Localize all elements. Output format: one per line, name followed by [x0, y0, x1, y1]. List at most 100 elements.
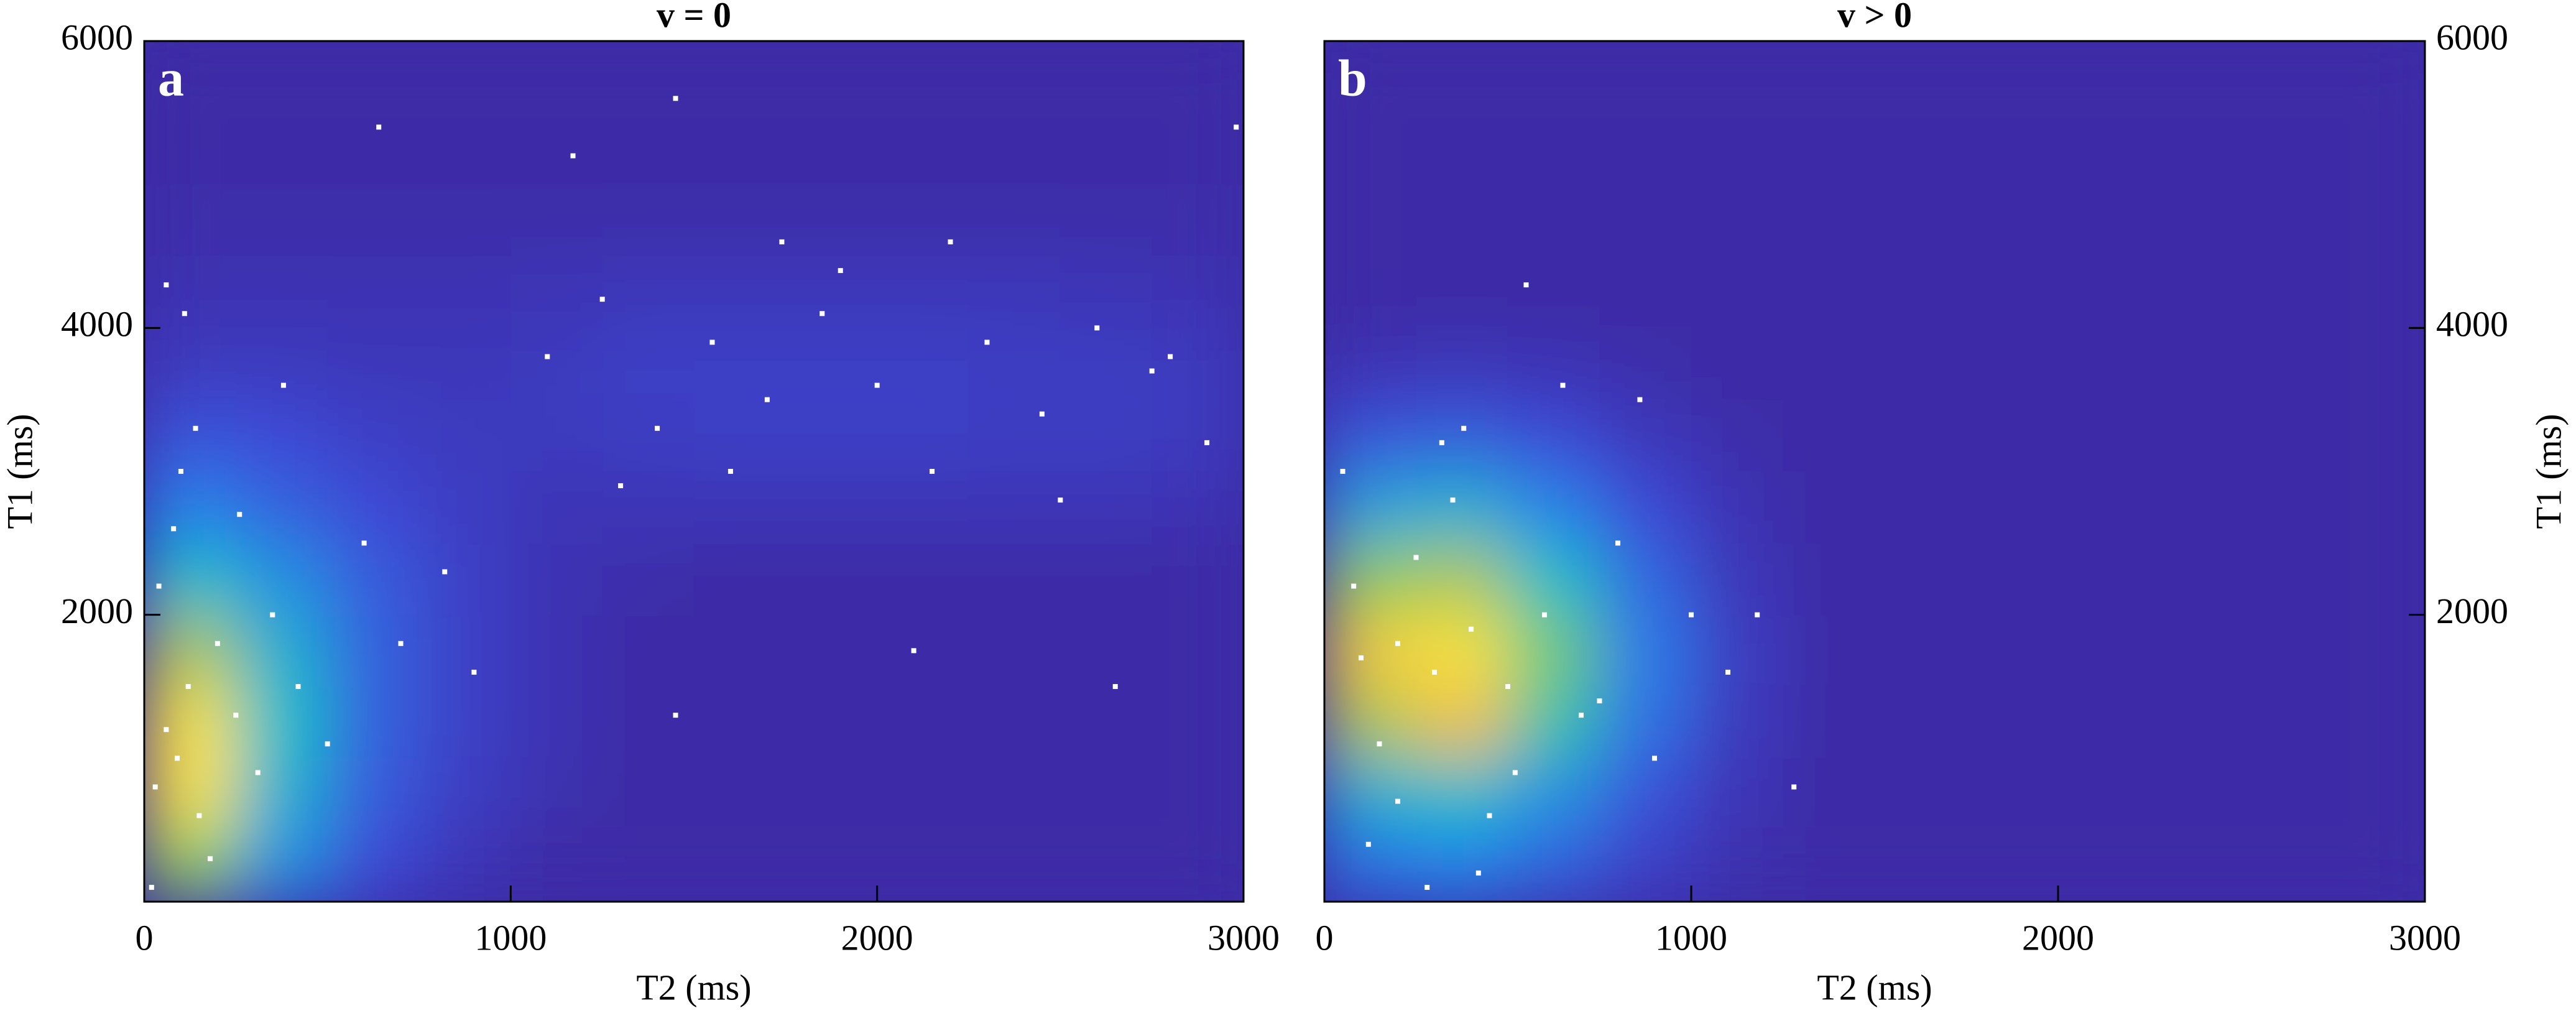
- density-cell: [1875, 687, 1967, 759]
- density-cell: [1875, 256, 1967, 328]
- density-cell: [1875, 41, 1967, 113]
- point: [1340, 469, 1346, 474]
- density-cell: [1966, 543, 2059, 616]
- density-cell: [1416, 256, 1508, 328]
- density-cell: [602, 256, 695, 328]
- point: [930, 469, 935, 474]
- density-cell: [144, 614, 236, 687]
- point: [673, 713, 678, 718]
- density-cell: [1691, 758, 1783, 831]
- density-cell: [2241, 830, 2334, 902]
- density-cell: [327, 830, 420, 902]
- density-cell: [419, 41, 511, 113]
- density-cell: [236, 184, 328, 257]
- density-cell: [785, 471, 878, 544]
- density-cell: [327, 256, 420, 328]
- density-cell: [144, 113, 236, 185]
- density-cell: [1152, 687, 1244, 759]
- density-cell: [236, 614, 328, 687]
- density-cell: [1691, 830, 1783, 902]
- y-tick-label: 2000: [2436, 591, 2508, 631]
- density-cell: [2333, 328, 2425, 400]
- point: [709, 340, 715, 345]
- density-cell: [1152, 41, 1244, 113]
- density-cell: [2241, 543, 2334, 616]
- point: [182, 311, 187, 317]
- point: [171, 526, 177, 532]
- density-cell: [419, 758, 511, 831]
- point: [164, 282, 169, 288]
- density-cell: [1783, 41, 1875, 113]
- density-cell: [1966, 256, 2059, 328]
- density-cell: [1691, 471, 1783, 544]
- density-cell: [877, 328, 969, 400]
- density-cell: [2333, 830, 2425, 902]
- density-cell: [1783, 687, 1875, 759]
- density-cell: [236, 830, 328, 902]
- density-cell: [1152, 543, 1244, 616]
- point: [1597, 698, 1602, 704]
- density-cell: [602, 471, 695, 544]
- x-tick-label: 0: [136, 917, 154, 958]
- density-cell: [1508, 41, 1600, 113]
- point: [1615, 540, 1620, 546]
- density-cell: [1416, 41, 1508, 113]
- density-cell: [1060, 543, 1153, 616]
- density-cell: [2149, 830, 2242, 902]
- density-cell: [1783, 830, 1875, 902]
- density-cell: [1060, 758, 1153, 831]
- density-cell: [236, 687, 328, 759]
- density-cell: [510, 41, 603, 113]
- point: [178, 469, 183, 474]
- density-cell: [1324, 41, 1416, 113]
- density-cell: [327, 758, 420, 831]
- point: [673, 96, 678, 101]
- density-cell: [327, 614, 420, 687]
- point: [208, 856, 213, 861]
- density-cell: [1324, 113, 1416, 185]
- density-cell: [1875, 399, 1967, 472]
- density-cell: [144, 256, 236, 328]
- density-cell: [510, 687, 603, 759]
- density-cell: [2149, 614, 2242, 687]
- density-cell: [785, 256, 878, 328]
- density-cell: [969, 543, 1061, 616]
- density-cell: [1060, 328, 1153, 400]
- density-cell: [236, 543, 328, 616]
- point: [376, 124, 382, 130]
- x-tick-label: 3000: [1207, 917, 1280, 958]
- y-axis-label: T1 (ms): [0, 414, 40, 529]
- density-cell: [510, 471, 603, 544]
- y-axis-label: T1 (ms): [2528, 414, 2569, 529]
- density-cell: [1324, 399, 1416, 472]
- point: [1755, 612, 1760, 618]
- point: [1168, 354, 1173, 359]
- density-cell: [694, 758, 786, 831]
- density-cell: [1691, 614, 1783, 687]
- point: [295, 684, 301, 689]
- point: [1395, 641, 1400, 646]
- y-tick-label: 2000: [61, 591, 133, 631]
- density-cell: [1599, 113, 1692, 185]
- density-cell: [144, 399, 236, 472]
- point: [196, 813, 202, 818]
- point: [215, 641, 220, 646]
- chart-title: v > 0: [1837, 0, 1912, 35]
- density-cell: [1875, 758, 1967, 831]
- density-cell: [969, 471, 1061, 544]
- density-cell: [1508, 687, 1600, 759]
- y-tick-label: 4000: [61, 304, 133, 345]
- density-cell: [2058, 41, 2150, 113]
- density-cell: [1875, 328, 1967, 400]
- density-cell: [694, 328, 786, 400]
- density-cell: [327, 113, 420, 185]
- point: [149, 884, 154, 890]
- density-cell: [1691, 41, 1783, 113]
- density-cell: [1416, 830, 1508, 902]
- density-cell: [877, 471, 969, 544]
- density-cell: [694, 256, 786, 328]
- density-cell: [144, 758, 236, 831]
- density-cell: [1691, 184, 1783, 257]
- density-cell: [694, 614, 786, 687]
- point: [233, 713, 239, 718]
